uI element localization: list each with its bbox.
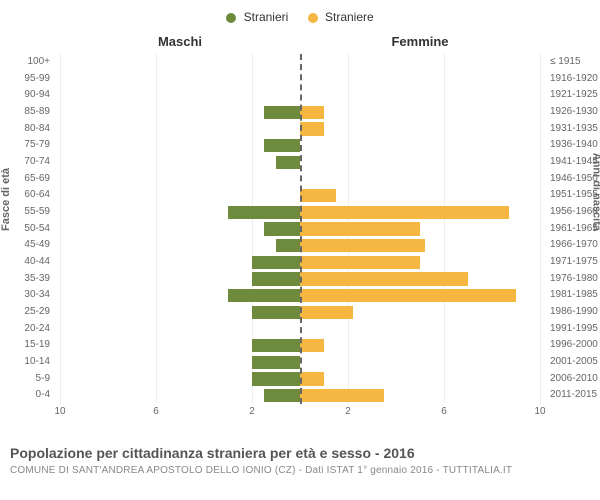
bar-male xyxy=(276,239,300,252)
x-tick-label: 10 xyxy=(54,406,65,417)
legend: Stranieri Straniere xyxy=(60,10,540,34)
header-maschi: Maschi xyxy=(158,34,202,49)
y-label-birth: 1926-1930 xyxy=(550,104,598,121)
y-label-age: 50-54 xyxy=(24,221,50,238)
bar-male xyxy=(276,156,300,169)
y-label-birth: 1986-1990 xyxy=(550,304,598,321)
bar-male xyxy=(252,256,300,269)
x-axis-ticks: 10622610 xyxy=(60,406,540,426)
y-label-age: 85-89 xyxy=(24,104,50,121)
y-label-age: 20-24 xyxy=(24,321,50,338)
bar-male xyxy=(264,106,300,119)
bar-female xyxy=(300,272,468,285)
y-label-age: 100+ xyxy=(27,54,50,71)
bar-male xyxy=(264,222,300,235)
y-label-age: 60-64 xyxy=(24,187,50,204)
x-tick-label: 2 xyxy=(345,406,351,417)
bar-female xyxy=(300,239,425,252)
bar-male xyxy=(228,289,300,302)
header-femmine: Femmine xyxy=(391,34,448,49)
y-label-age: 30-34 xyxy=(24,287,50,304)
y-label-birth: ≤ 1915 xyxy=(550,54,581,71)
y-label-age: 40-44 xyxy=(24,254,50,271)
x-tick-label: 6 xyxy=(441,406,447,417)
y-label-age: 75-79 xyxy=(24,137,50,154)
y-label-age: 55-59 xyxy=(24,204,50,221)
gridline xyxy=(540,54,541,404)
y-label-birth: 1921-1925 xyxy=(550,87,598,104)
y-label-birth: 1966-1970 xyxy=(550,237,598,254)
y-label-birth: 1916-1920 xyxy=(550,71,598,88)
y-label-birth: 1991-1995 xyxy=(550,321,598,338)
bar-female xyxy=(300,306,353,319)
y-label-age: 95-99 xyxy=(24,71,50,88)
y-label-birth: 1976-1980 xyxy=(550,271,598,288)
y-label-birth: 1996-2000 xyxy=(550,337,598,354)
y-label-age: 45-49 xyxy=(24,237,50,254)
bar-female xyxy=(300,256,420,269)
x-tick-label: 2 xyxy=(249,406,255,417)
y-axis-right-title: Anni di nascita xyxy=(590,153,600,231)
x-tick-label: 6 xyxy=(153,406,159,417)
y-label-age: 65-69 xyxy=(24,171,50,188)
legend-swatch-m xyxy=(226,13,236,23)
chart-title: Popolazione per cittadinanza straniera p… xyxy=(10,445,415,461)
y-label-birth: 2011-2015 xyxy=(550,387,597,404)
y-label-birth: 1931-1935 xyxy=(550,121,598,138)
bar-female xyxy=(300,289,516,302)
bar-female xyxy=(300,122,324,135)
bar-female xyxy=(300,189,336,202)
y-axis-left-title: Fasce di età xyxy=(0,168,12,231)
center-axis xyxy=(300,54,302,404)
y-label-birth: 1971-1975 xyxy=(550,254,598,271)
y-label-age: 0-4 xyxy=(36,387,50,404)
chart-area: Stranieri Straniere Maschi Femmine xyxy=(60,10,540,435)
bar-female xyxy=(300,339,324,352)
legend-item-straniere: Straniere xyxy=(308,10,374,24)
bar-female xyxy=(300,106,324,119)
bar-female xyxy=(300,372,324,385)
y-label-birth: 1981-1985 xyxy=(550,287,598,304)
chart-subtitle: COMUNE DI SANT'ANDREA APOSTOLO DELLO ION… xyxy=(10,465,512,476)
bar-male xyxy=(252,339,300,352)
y-label-birth: 1936-1940 xyxy=(550,137,598,154)
plot-area xyxy=(60,54,540,404)
y-label-age: 90-94 xyxy=(24,87,50,104)
x-tick-label: 10 xyxy=(534,406,545,417)
bar-male xyxy=(252,306,300,319)
y-label-age: 10-14 xyxy=(24,354,50,371)
bar-male xyxy=(252,356,300,369)
y-label-age: 35-39 xyxy=(24,271,50,288)
column-headers: Maschi Femmine xyxy=(60,34,540,54)
bar-male xyxy=(264,139,300,152)
legend-item-stranieri: Stranieri xyxy=(226,10,288,24)
y-label-age: 5-9 xyxy=(36,371,50,388)
y-label-birth: 2006-2010 xyxy=(550,371,598,388)
bar-female xyxy=(300,222,420,235)
y-label-age: 70-74 xyxy=(24,154,50,171)
y-label-age: 25-29 xyxy=(24,304,50,321)
bar-male xyxy=(264,389,300,402)
y-label-age: 15-19 xyxy=(24,337,50,354)
bar-male xyxy=(228,206,300,219)
bar-female xyxy=(300,389,384,402)
legend-label-m: Stranieri xyxy=(244,10,289,24)
bar-female xyxy=(300,206,509,219)
y-label-age: 80-84 xyxy=(24,121,50,138)
bar-male xyxy=(252,372,300,385)
bar-male xyxy=(252,272,300,285)
y-label-birth: 2001-2005 xyxy=(550,354,598,371)
legend-swatch-f xyxy=(308,13,318,23)
legend-label-f: Straniere xyxy=(325,10,374,24)
